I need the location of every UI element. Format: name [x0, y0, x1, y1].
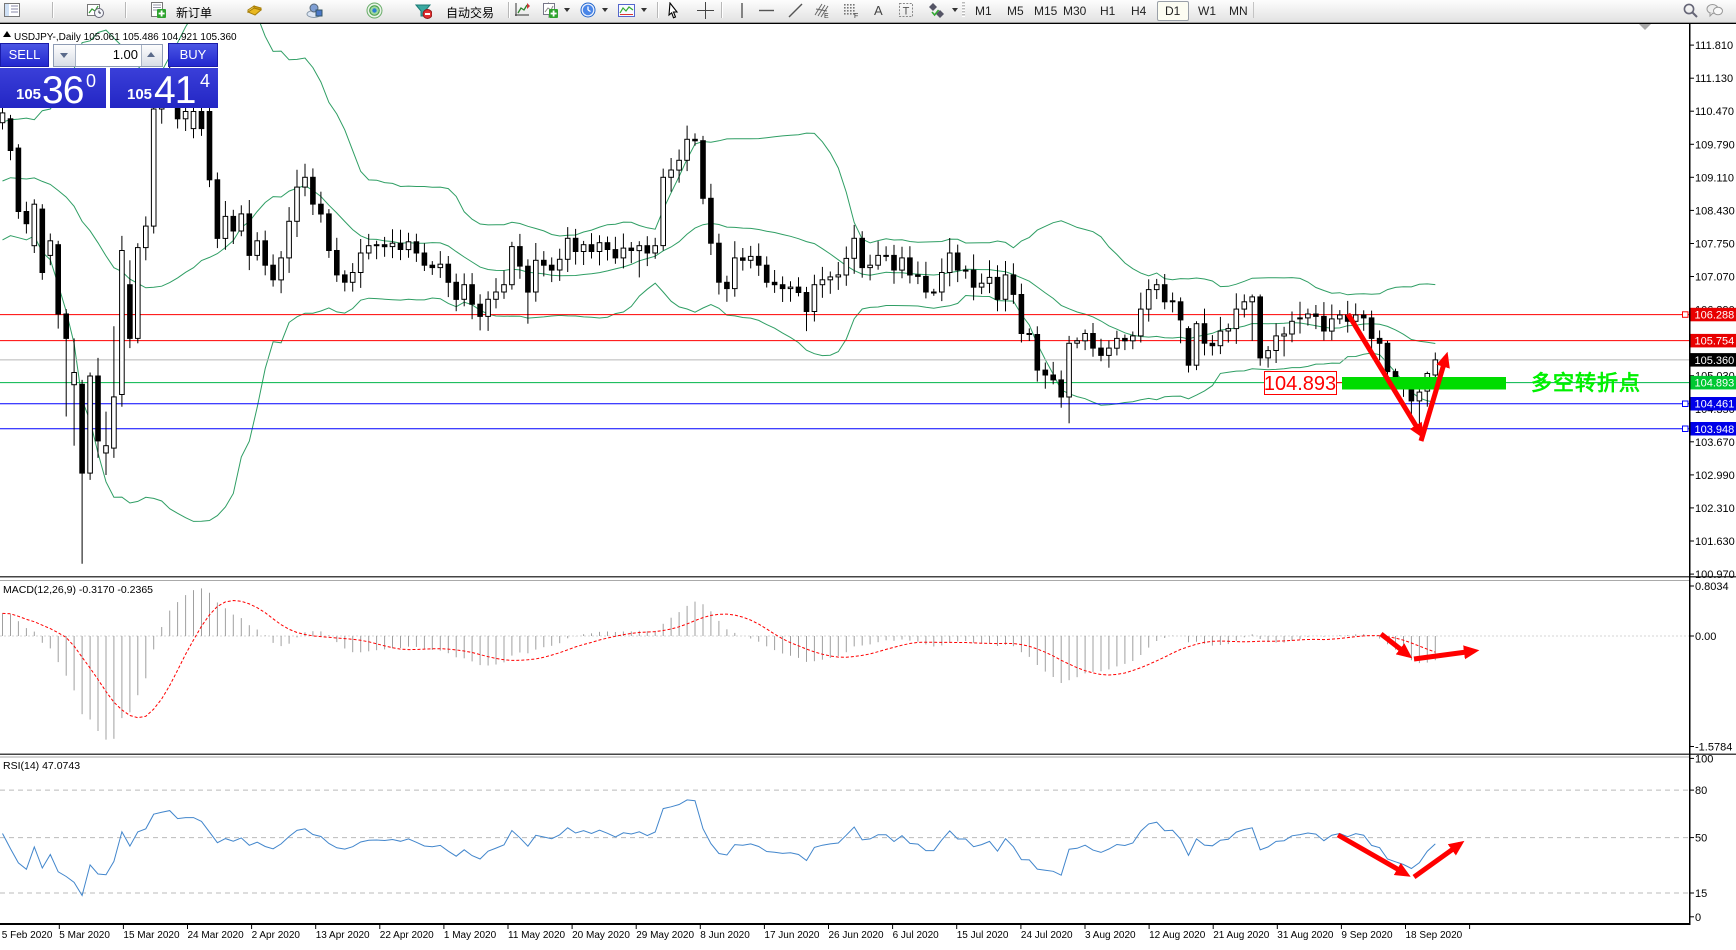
svg-text:21 Aug 2020: 21 Aug 2020 — [1213, 930, 1270, 941]
svg-text:107.070: 107.070 — [1695, 272, 1735, 284]
svg-text:12 Aug 2020: 12 Aug 2020 — [1149, 930, 1206, 941]
svg-text:8 Jun 2020: 8 Jun 2020 — [700, 930, 750, 941]
svg-text:13 Apr 2020: 13 Apr 2020 — [316, 930, 370, 941]
svg-text:110.470: 110.470 — [1695, 106, 1734, 118]
svg-text:102.310: 102.310 — [1695, 503, 1735, 515]
svg-text:105.754: 105.754 — [1695, 336, 1735, 348]
svg-text:24 Mar 2020: 24 Mar 2020 — [188, 930, 245, 941]
svg-text:111.130: 111.130 — [1695, 73, 1733, 85]
svg-text:102.990: 102.990 — [1695, 470, 1735, 482]
svg-text:26 Jun 2020: 26 Jun 2020 — [829, 930, 884, 941]
svg-text:80: 80 — [1695, 785, 1707, 797]
svg-text:2 Apr 2020: 2 Apr 2020 — [252, 930, 301, 941]
svg-text:5 Feb 2020: 5 Feb 2020 — [2, 930, 53, 941]
svg-text:15: 15 — [1695, 888, 1707, 900]
svg-text:22 Apr 2020: 22 Apr 2020 — [380, 930, 434, 941]
svg-text:50: 50 — [1695, 833, 1707, 845]
svg-text:15 Jul 2020: 15 Jul 2020 — [957, 930, 1009, 941]
svg-text:0.8034: 0.8034 — [1695, 581, 1729, 593]
svg-text:3 Aug 2020: 3 Aug 2020 — [1085, 930, 1136, 941]
svg-text:0.00: 0.00 — [1695, 631, 1716, 643]
svg-text:0: 0 — [1695, 912, 1701, 924]
svg-text:MACD(12,26,9) -0.3170 -0.2365: MACD(12,26,9) -0.3170 -0.2365 — [3, 584, 153, 596]
svg-text:100.970: 100.970 — [1695, 569, 1735, 581]
svg-text:104.893: 104.893 — [1695, 378, 1735, 390]
svg-text:103.948: 103.948 — [1695, 424, 1735, 436]
svg-text:5 Mar 2020: 5 Mar 2020 — [59, 930, 110, 941]
svg-text:101.630: 101.630 — [1695, 536, 1735, 548]
svg-text:11 May 2020: 11 May 2020 — [508, 930, 566, 941]
svg-text:103.670: 103.670 — [1695, 437, 1735, 449]
svg-text:104.461: 104.461 — [1695, 399, 1735, 411]
svg-text:107.750: 107.750 — [1695, 239, 1735, 251]
svg-text:6 Jul 2020: 6 Jul 2020 — [893, 930, 940, 941]
svg-text:多空转折点: 多空转折点 — [1531, 371, 1641, 395]
svg-text:31 Aug 2020: 31 Aug 2020 — [1277, 930, 1334, 941]
svg-text:20 May 2020: 20 May 2020 — [572, 930, 630, 941]
svg-text:-1.5784: -1.5784 — [1695, 742, 1732, 754]
svg-text:105.360: 105.360 — [1695, 355, 1735, 367]
svg-text:109.790: 109.790 — [1695, 139, 1735, 151]
svg-text:17 Jun 2020: 17 Jun 2020 — [764, 930, 819, 941]
svg-text:RSI(14) 47.0743: RSI(14) 47.0743 — [3, 760, 80, 772]
svg-text:100: 100 — [1695, 753, 1713, 765]
svg-text:9 Sep 2020: 9 Sep 2020 — [1341, 930, 1393, 941]
svg-text:USDJPY-,Daily 105.061 105.486: USDJPY-,Daily 105.061 105.486 104.921 10… — [14, 32, 237, 43]
svg-text:E: E — [824, 13, 829, 19]
svg-text:24 Jul 2020: 24 Jul 2020 — [1021, 930, 1073, 941]
svg-text:108.430: 108.430 — [1695, 205, 1735, 217]
svg-text:18 Sep 2020: 18 Sep 2020 — [1406, 930, 1463, 941]
svg-text:29 May 2020: 29 May 2020 — [636, 930, 694, 941]
svg-text:F: F — [854, 13, 858, 19]
svg-text:1 May 2020: 1 May 2020 — [444, 930, 497, 941]
svg-text:111.810: 111.810 — [1695, 40, 1733, 52]
svg-text:15 Mar 2020: 15 Mar 2020 — [123, 930, 180, 941]
svg-text:106.288: 106.288 — [1695, 310, 1735, 322]
svg-text:104.893: 104.893 — [1264, 373, 1336, 395]
svg-text:109.110: 109.110 — [1695, 172, 1734, 184]
svg-text:T: T — [903, 6, 910, 18]
